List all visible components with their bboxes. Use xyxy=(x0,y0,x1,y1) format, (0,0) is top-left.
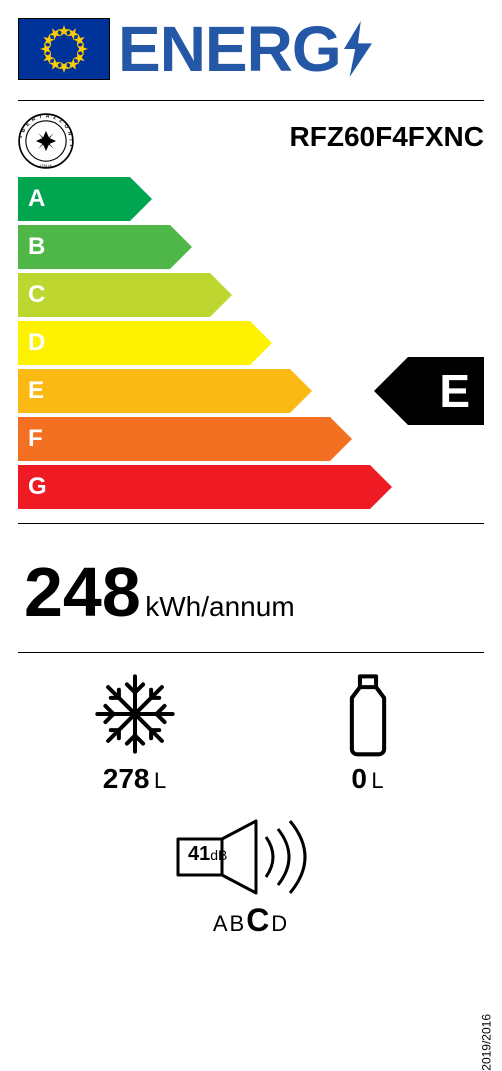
freezer-spec: 278 L xyxy=(18,671,251,795)
scale-letter: G xyxy=(28,473,47,501)
noise-db-value: 41 xyxy=(188,843,210,865)
consumption-row: 248 kWh/annum xyxy=(18,538,484,638)
freezer-unit: L xyxy=(154,768,166,793)
efficiency-scale: ABCDEEFG xyxy=(18,177,484,509)
noise-class: D xyxy=(271,911,289,936)
eu-flag-icon xyxy=(18,18,110,80)
brand-model-row: • B E R T A Z Z O N I • ITALIA RFZ60F4FX… xyxy=(18,113,484,169)
consumption-value: 248 xyxy=(24,553,141,631)
divider xyxy=(18,523,484,524)
volume-specs: 278 L 0 L xyxy=(18,671,484,795)
fridge-spec: 0 L xyxy=(251,671,484,795)
scale-bar-b: B xyxy=(18,225,484,269)
snowflake-icon xyxy=(92,671,178,757)
noise-db-unit: dB xyxy=(210,847,227,863)
scale-letter: A xyxy=(28,185,45,213)
scale-bar-a: A xyxy=(18,177,484,221)
scale-bar-f: F xyxy=(18,417,484,461)
noise-class-scale: ABCD xyxy=(213,902,289,939)
scale-bar-c: C xyxy=(18,273,484,317)
lightning-icon xyxy=(341,21,375,77)
energ-title: ENERG xyxy=(118,12,375,86)
consumption-unit: kWh/annum xyxy=(145,591,294,622)
scale-letter: B xyxy=(28,233,45,261)
fridge-value-row: 0 L xyxy=(351,763,383,795)
energy-header: ENERG xyxy=(18,12,484,101)
bottle-icon xyxy=(341,671,395,757)
fridge-value: 0 xyxy=(351,763,367,794)
freezer-value: 278 xyxy=(103,763,150,794)
eu-stars xyxy=(36,21,92,77)
freezer-value-row: 278 L xyxy=(103,763,166,795)
noise-class-selected: C xyxy=(246,902,271,938)
brand-logo-icon: • B E R T A Z Z O N I • ITALIA xyxy=(18,113,74,169)
scale-bar-g: G xyxy=(18,465,484,509)
scale-bar-e: EE xyxy=(18,369,484,413)
scale-letter: E xyxy=(28,377,44,405)
model-number: RFZ60F4FXNC xyxy=(290,121,484,153)
scale-letter: F xyxy=(28,425,43,453)
fridge-unit: L xyxy=(371,768,383,793)
noise-icon: 41dB xyxy=(166,817,336,902)
scale-letter: C xyxy=(28,281,45,309)
regulation-label: 2019/2016 xyxy=(480,1014,494,1071)
scale-letter: D xyxy=(28,329,45,357)
rating-letter: E xyxy=(439,364,470,418)
noise-class: B xyxy=(230,911,247,936)
noise-class: A xyxy=(213,911,230,936)
energ-text: ENERG xyxy=(118,12,341,86)
noise-block: 41dB ABCD xyxy=(18,817,484,939)
svg-text:ITALIA: ITALIA xyxy=(40,163,52,168)
rating-arrow: E xyxy=(374,357,484,425)
noise-db-label: 41dB xyxy=(188,843,227,866)
divider xyxy=(18,652,484,653)
